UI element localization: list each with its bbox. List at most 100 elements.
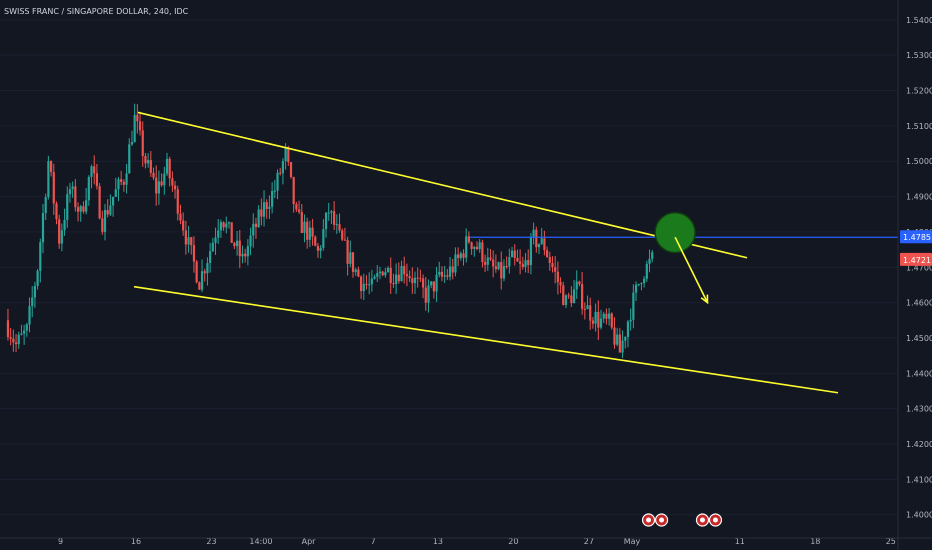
candle-body — [626, 321, 630, 338]
candle-body — [308, 227, 311, 240]
projection-arrow-shaft[interactable] — [674, 236, 709, 303]
projection-arrowhead[interactable] — [700, 294, 709, 305]
candle-body — [128, 144, 131, 174]
candle-body — [376, 273, 379, 277]
candle-body — [597, 311, 600, 328]
candle-body — [31, 297, 34, 307]
x-tick-label: 20 — [508, 537, 518, 546]
candle-body — [6, 320, 10, 338]
candle-body — [508, 257, 511, 267]
y-tick-label: 1.4400 — [906, 369, 932, 378]
candle-body — [403, 266, 406, 275]
x-tick-label: 16 — [131, 537, 141, 546]
candle-body — [114, 189, 117, 197]
candle-body — [465, 236, 468, 258]
lower-channel-line[interactable] — [133, 285, 839, 394]
candle-body — [190, 237, 193, 246]
candle-body — [354, 269, 357, 272]
candle-body — [470, 242, 473, 249]
candle-body — [645, 263, 648, 279]
x-tick-label: 23 — [206, 537, 216, 546]
candle-body — [400, 266, 403, 282]
candle-body — [333, 211, 336, 225]
candle-body — [411, 278, 414, 284]
event-badge-icon[interactable] — [654, 513, 669, 527]
candle-body — [120, 179, 123, 182]
candle-body — [297, 209, 301, 212]
y-tick-label: 1.4600 — [906, 299, 932, 308]
y-tick-label: 1.4200 — [906, 440, 932, 449]
candle-body — [607, 313, 611, 319]
x-tick-label: 14:00 — [249, 537, 272, 546]
candle-body — [319, 247, 322, 251]
candle-body — [182, 220, 185, 231]
candle-body — [559, 282, 562, 286]
candle-body — [160, 181, 163, 186]
candle-body — [111, 196, 115, 206]
candle-body — [300, 211, 303, 233]
candle-body — [537, 243, 541, 248]
candle-body — [93, 166, 96, 174]
candle-body — [289, 162, 293, 178]
candle-body — [66, 194, 69, 220]
candle-body — [36, 270, 39, 286]
candles-layer — [6, 103, 654, 358]
badge-layer[interactable] — [641, 513, 723, 527]
candle-body — [155, 177, 158, 194]
candle-body — [651, 252, 654, 259]
candle-body — [427, 285, 430, 303]
candle-body — [227, 222, 231, 224]
candle-body — [136, 114, 139, 122]
event-badge-icon[interactable] — [641, 513, 656, 527]
y-tick-label: 1.5100 — [906, 122, 932, 131]
x-tick-label: 27 — [584, 537, 594, 546]
candle-body — [643, 278, 646, 284]
candle-body — [176, 189, 179, 214]
event-badge-icon[interactable] — [695, 513, 710, 527]
candle-body — [575, 281, 578, 290]
candle-body — [632, 292, 635, 320]
target-circle[interactable] — [654, 211, 696, 254]
candle-body — [421, 278, 425, 288]
candle-body — [397, 274, 400, 282]
candle-body — [295, 204, 298, 210]
candle-body — [152, 172, 155, 178]
candle-body — [521, 263, 524, 267]
candle-body — [58, 219, 61, 244]
candle-body — [554, 267, 557, 272]
candle-body — [648, 258, 651, 264]
candle-body — [76, 207, 80, 212]
candle-body — [217, 230, 220, 238]
current-price-tag: 1.4721 — [900, 252, 932, 266]
candle-body — [265, 202, 268, 209]
drawings-layer[interactable] — [133, 111, 898, 394]
candle-body — [246, 246, 249, 257]
candle-body — [284, 147, 287, 162]
candle-body — [168, 158, 171, 179]
candle-body — [95, 173, 99, 187]
candle-body — [448, 266, 452, 277]
candle-body — [335, 224, 338, 226]
event-badge-icon[interactable] — [708, 513, 723, 527]
candle-body — [130, 142, 134, 145]
x-tick-label: 18 — [810, 537, 820, 546]
y-tick-label: 1.5000 — [906, 157, 932, 166]
candle-body — [591, 320, 595, 324]
candle-body — [44, 197, 47, 214]
candle-body — [634, 284, 638, 293]
candle-body — [273, 190, 276, 192]
candle-body — [435, 274, 438, 292]
candle-body — [49, 161, 53, 172]
candle-body — [492, 259, 495, 267]
candle-body — [257, 209, 260, 228]
upper-channel-line[interactable] — [137, 111, 748, 259]
event-badge-dot — [712, 517, 718, 523]
candle-body — [349, 252, 352, 264]
candle-body — [567, 295, 570, 297]
candle-body — [157, 181, 161, 194]
candle-body — [184, 230, 187, 245]
candle-body — [419, 278, 422, 280]
